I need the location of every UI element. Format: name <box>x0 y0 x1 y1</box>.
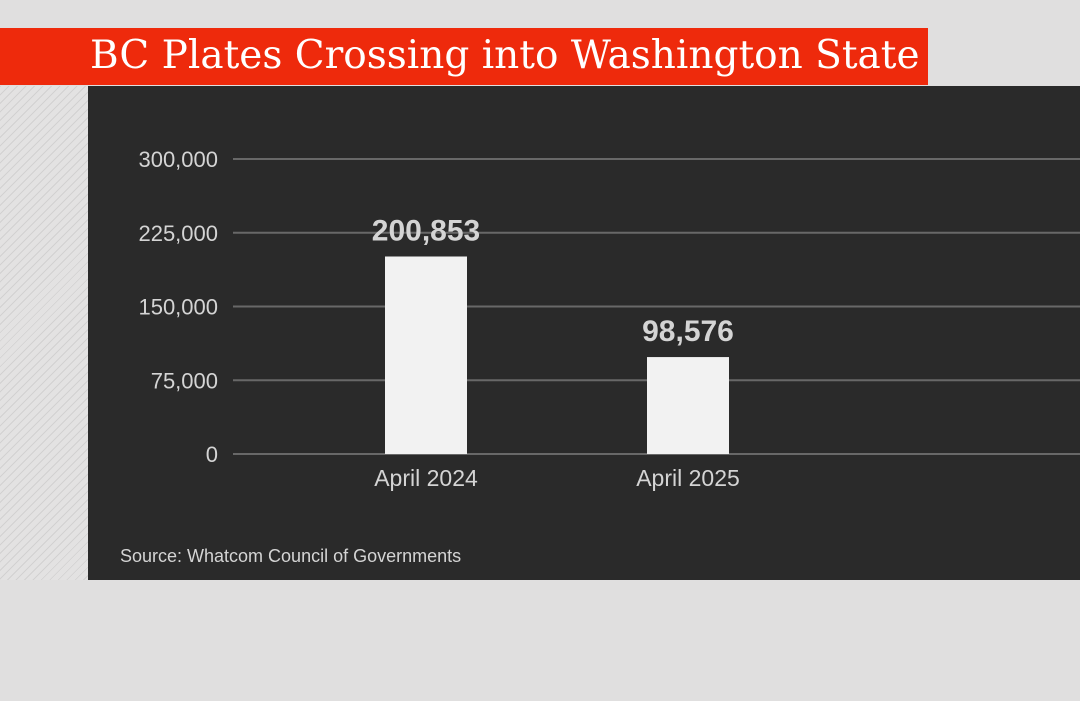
bar <box>385 256 467 454</box>
data-label: 98,576 <box>642 315 734 348</box>
hatched-decoration <box>0 86 88 580</box>
y-tick-label: 75,000 <box>151 368 218 393</box>
chart-panel <box>88 86 1080 580</box>
x-tick-label: April 2024 <box>374 465 478 491</box>
y-tick-label: 0 <box>206 442 218 467</box>
x-tick-label: April 2025 <box>636 465 740 491</box>
y-tick-label: 225,000 <box>138 221 218 246</box>
y-tick-label: 150,000 <box>138 295 218 320</box>
data-label: 200,853 <box>372 214 480 247</box>
chart-title: BC Plates Crossing into Washington State <box>90 33 920 78</box>
bar <box>647 357 729 454</box>
source-note: Source: Whatcom Council of Governments <box>120 546 462 566</box>
y-tick-label: 300,000 <box>138 147 218 172</box>
title-banner: BC Plates Crossing into Washington State <box>0 28 928 85</box>
